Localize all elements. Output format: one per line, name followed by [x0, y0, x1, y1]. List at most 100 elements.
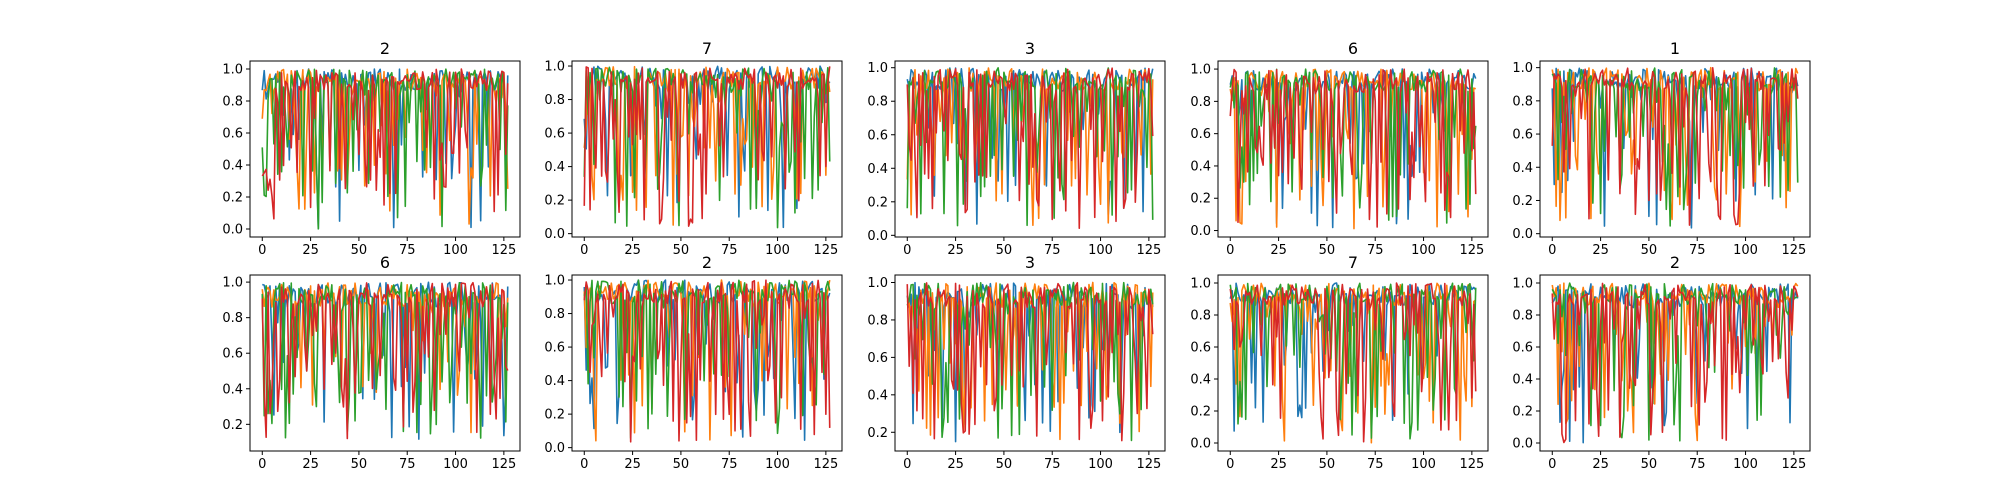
x-tick-label: 50 — [351, 457, 368, 472]
subplot-9: 0 25 50 75 100 125 0.0 0.2 0.4 0.6 0.8 1.0 7 — [1190, 253, 1489, 472]
y-tick-label: 0.2 — [222, 418, 243, 433]
x-tick-label: 75 — [1044, 457, 1061, 472]
y-tick-label: 0.2 — [867, 195, 888, 210]
y-tick-label: 0.4 — [1512, 161, 1533, 176]
x-tick-label: 50 — [996, 457, 1013, 472]
x-tick-label: 50 — [1641, 243, 1658, 258]
x-tick-label: 75 — [1044, 243, 1061, 258]
y-tick-label: 0.2 — [1190, 405, 1211, 420]
y-tick-label: 0.6 — [1512, 128, 1533, 143]
y-tick-label: 1.0 — [867, 61, 888, 76]
x-tick-label: 0 — [258, 243, 266, 258]
y-tick-label: 0.0 — [1512, 437, 1533, 452]
subplot-title: 7 — [1348, 253, 1358, 272]
axes-frame — [1539, 60, 1811, 238]
subplot-1: 0 25 50 75 100 125 0.0 0.2 0.4 0.6 0.8 1.0 2 — [222, 39, 521, 258]
y-tick-label: 0.6 — [222, 347, 243, 362]
subplot-title: 1 — [1670, 39, 1680, 58]
subplot-6: 0 25 50 75 100 125 0.2 0.4 0.6 0.8 1.0 6 — [222, 253, 521, 472]
axes-frame — [894, 60, 1166, 238]
y-tick-label: 0.4 — [222, 382, 243, 397]
series-group — [1229, 68, 1477, 230]
x-tick-label: 100 — [1088, 457, 1113, 472]
x-tick-label: 100 — [1088, 243, 1113, 258]
x-tick-label: 100 — [1733, 457, 1758, 472]
subplot-title: 2 — [702, 253, 712, 272]
subplot-title: 6 — [380, 253, 390, 272]
x-tick-label: 50 — [351, 243, 368, 258]
axes-frame — [571, 60, 843, 238]
series-line-4 — [1229, 68, 1477, 228]
series-line-4 — [1229, 282, 1477, 443]
subplot-title: 2 — [380, 39, 390, 58]
x-tick-label: 100 — [443, 457, 468, 472]
x-tick-label: 125 — [813, 243, 838, 258]
x-tick-label: 25 — [302, 457, 319, 472]
y-tick-label: 0.2 — [867, 426, 888, 441]
subplot-8: 0 25 50 75 100 125 0.2 0.4 0.6 0.8 1.0 3 — [867, 253, 1166, 472]
y-tick-label: 0.8 — [1190, 95, 1211, 110]
x-tick-label: 125 — [1781, 243, 1806, 258]
series-line-4 — [583, 66, 831, 227]
y-tick-label: 0.0 — [544, 441, 565, 456]
x-tick-label: 25 — [624, 457, 641, 472]
y-tick-label: 0.2 — [1512, 405, 1533, 420]
y-tick-label: 0.0 — [1512, 227, 1533, 242]
y-tick-label: 0.8 — [867, 313, 888, 328]
x-tick-label: 75 — [1689, 457, 1706, 472]
x-tick-label: 25 — [624, 243, 641, 258]
subplot-5: 0 25 50 75 100 125 0.0 0.2 0.4 0.6 0.8 1.0 1 — [1512, 39, 1811, 258]
x-tick-label: 25 — [1592, 457, 1609, 472]
x-tick-label: 0 — [580, 243, 588, 258]
subplot-7: 0 25 50 75 100 125 0.0 0.2 0.4 0.6 0.8 1.0 2 — [544, 253, 843, 472]
y-tick-label: 0.8 — [1512, 309, 1533, 324]
y-tick-label: 0.0 — [1190, 437, 1211, 452]
series-line-2 — [583, 279, 831, 442]
subplot-2: 0 25 50 75 100 125 0.0 0.2 0.4 0.6 0.8 1.0 7 — [544, 39, 843, 258]
series-line-4 — [261, 281, 509, 440]
x-tick-label: 75 — [1367, 243, 1384, 258]
x-tick-label: 75 — [399, 243, 416, 258]
series-group — [261, 68, 509, 230]
subplot-title: 7 — [702, 39, 712, 58]
axes-frame — [1539, 274, 1811, 452]
y-tick-label: 0.2 — [1190, 192, 1211, 207]
y-tick-label: 1.0 — [1512, 61, 1533, 76]
subplot-title: 2 — [1670, 253, 1680, 272]
x-tick-label: 75 — [721, 457, 738, 472]
x-tick-label: 0 — [903, 243, 911, 258]
x-tick-label: 125 — [813, 457, 838, 472]
series-line-3 — [1229, 68, 1477, 224]
y-tick-label: 0.6 — [1512, 341, 1533, 356]
y-tick-label: 0.6 — [867, 351, 888, 366]
x-tick-label: 100 — [1411, 457, 1436, 472]
y-tick-label: 1.0 — [222, 276, 243, 291]
series-line-3 — [1551, 282, 1799, 442]
y-tick-label: 0.6 — [222, 127, 243, 142]
x-tick-label: 25 — [302, 243, 319, 258]
x-tick-label: 100 — [443, 243, 468, 258]
x-tick-label: 125 — [491, 243, 516, 258]
series-group — [1551, 66, 1799, 229]
axes-frame — [1217, 60, 1489, 238]
x-tick-label: 50 — [1319, 457, 1336, 472]
y-tick-label: 0.0 — [544, 227, 565, 242]
x-tick-label: 0 — [1548, 457, 1556, 472]
series-line-4 — [583, 279, 831, 443]
series-group — [583, 279, 831, 443]
x-tick-label: 100 — [765, 243, 790, 258]
subplot-3: 0 25 50 75 100 125 0.0 0.2 0.4 0.6 0.8 1.0 3 — [867, 39, 1166, 258]
y-tick-label: 0.4 — [1190, 159, 1211, 174]
series-line-4 — [261, 68, 509, 220]
y-tick-label: 0.8 — [1512, 94, 1533, 109]
series-group — [583, 65, 831, 229]
x-tick-label: 50 — [1641, 457, 1658, 472]
x-tick-label: 25 — [947, 243, 964, 258]
subplot-title: 3 — [1025, 253, 1035, 272]
y-tick-label: 1.0 — [1190, 277, 1211, 292]
series-line-3 — [906, 281, 1154, 442]
x-tick-label: 25 — [1592, 243, 1609, 258]
series-group — [261, 281, 509, 440]
y-tick-label: 0.4 — [1512, 373, 1533, 388]
